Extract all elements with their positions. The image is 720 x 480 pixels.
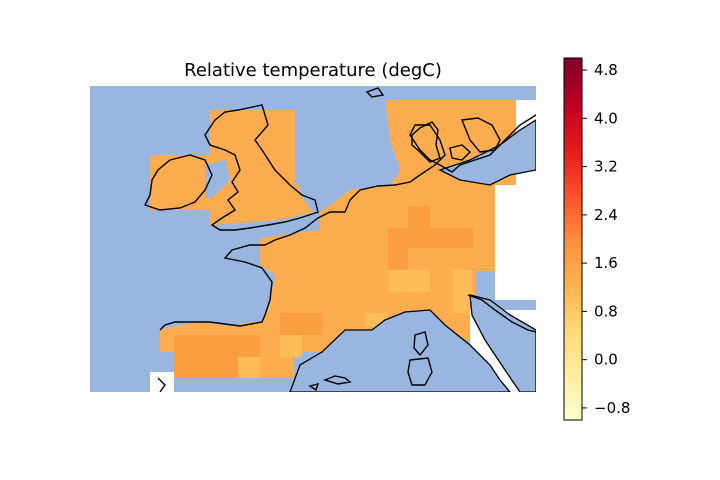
colorbar-tick-label: −0.8 [594,399,630,417]
colorbar-ticks: −0.8 0.0 0.8 1.6 2.4 3.2 4.0 4.8 [582,61,630,417]
coastlines [144,87,536,392]
map-panel [90,86,536,392]
map-title: Relative temperature (degC) [184,60,442,81]
colorbar-tick-label: 4.8 [594,61,618,79]
colorbar-gradient [563,57,583,421]
colorbar-tick-label: 0.8 [594,302,618,320]
colorbar: −0.8 0.0 0.8 1.6 2.4 3.2 4.0 4.8 [563,57,630,421]
colorbar-tick-label: 2.4 [594,206,618,224]
colorbar-tick-label: 0.0 [594,351,618,369]
colorbar-tick-label: 4.0 [594,109,618,127]
colorbar-tick-label: 1.6 [594,254,618,272]
colorbar-tick-label: 3.2 [594,158,618,176]
